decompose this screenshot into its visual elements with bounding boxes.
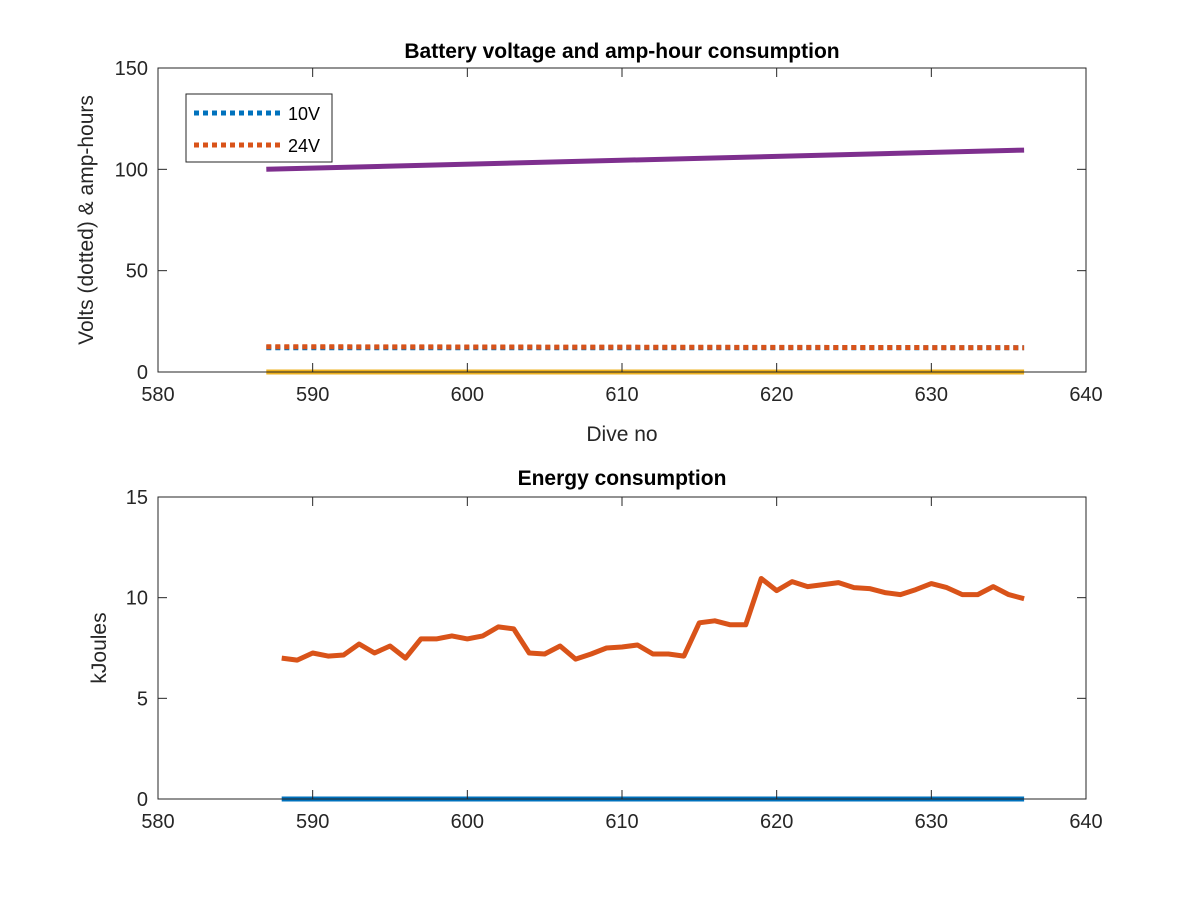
y-axis-label: Volts (dotted) & amp-hours: [75, 95, 98, 345]
x-tick-label: 580: [141, 811, 174, 833]
x-tick-label: 620: [760, 384, 793, 406]
y-tick-label: 5: [137, 688, 148, 710]
y-tick-label: 50: [126, 261, 148, 283]
legend: 10V 24V: [185, 93, 333, 163]
series-line-2: [266, 147, 1025, 172]
series-line-0: [281, 576, 1025, 663]
x-tick-label: 610: [605, 811, 638, 833]
chart-title: Energy consumption: [518, 467, 727, 490]
series-line-1: [266, 344, 1025, 351]
x-tick-label: 640: [1069, 384, 1102, 406]
y-tick-label: 100: [115, 159, 148, 181]
tick-layer: 580 590 600 610 620 630 640 0 5 10 15: [126, 487, 1103, 833]
x-tick-label: 630: [915, 384, 948, 406]
x-axis-label: Dive no: [586, 423, 657, 446]
y-tick-label: 15: [126, 487, 148, 509]
tick-layer: 580 590 600 610 620 630 640 0 50 100 150: [115, 58, 1103, 406]
legend-label-10v: 10V: [288, 104, 320, 124]
y-tick-label: 150: [115, 58, 148, 80]
x-tick-label: 580: [141, 384, 174, 406]
y-tick-label: 0: [137, 362, 148, 384]
battery-axes: 580 590 600 610 620 630 640 0 50 100 150 Battery v…: [75, 40, 1103, 446]
x-tick-label: 590: [296, 811, 329, 833]
x-tick-label: 600: [451, 811, 484, 833]
y-tick-label: 10: [126, 588, 148, 610]
x-tick-label: 630: [915, 811, 948, 833]
y-tick-label: 0: [137, 789, 148, 811]
x-tick-label: 600: [451, 384, 484, 406]
x-tick-label: 640: [1069, 811, 1102, 833]
x-tick-label: 590: [296, 384, 329, 406]
x-tick-label: 620: [760, 811, 793, 833]
x-tick-label: 610: [605, 384, 638, 406]
legend-box: [185, 93, 333, 163]
legend-label-24v: 24V: [288, 136, 320, 156]
energy-axes: 580 590 600 610 620 630 640 0 5 10 15 Energy consu…: [88, 467, 1103, 833]
y-axis-label: kJoules: [88, 612, 111, 683]
chart-title: Battery voltage and amp-hour consumption: [404, 40, 839, 63]
